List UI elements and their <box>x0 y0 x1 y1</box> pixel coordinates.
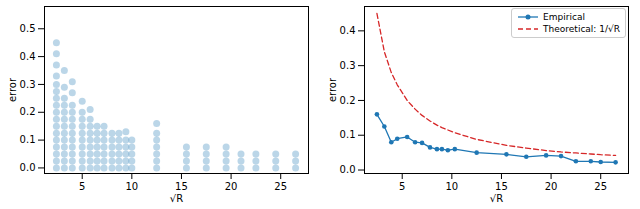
svg-text:10: 10 <box>445 181 458 192</box>
svg-text:√R: √R <box>170 193 183 204</box>
svg-text:25: 25 <box>594 181 607 192</box>
svg-text:0.4: 0.4 <box>20 51 36 62</box>
svg-text:10: 10 <box>125 181 138 192</box>
svg-text:0.3: 0.3 <box>340 60 356 71</box>
svg-text:0.0: 0.0 <box>340 164 356 175</box>
html-text:Empirical: Empirical <box>543 12 585 22</box>
svg-text:√R: √R <box>490 193 503 204</box>
svg-text:0.0: 0.0 <box>20 162 36 173</box>
svg-text:0.2: 0.2 <box>20 106 36 117</box>
svg-text:error: error <box>7 77 18 102</box>
svg-text:15: 15 <box>495 181 508 192</box>
svg-text:0.3: 0.3 <box>20 79 36 90</box>
svg-text:error: error <box>327 77 338 102</box>
svg-text:0.1: 0.1 <box>20 134 36 145</box>
svg-text:0.4: 0.4 <box>340 25 356 36</box>
svg-text:0.1: 0.1 <box>340 129 356 140</box>
svg-text:5: 5 <box>399 181 405 192</box>
html-text:Theoretical: 1/√R: Theoretical: 1/√R <box>543 24 620 34</box>
svg-text:5: 5 <box>79 181 85 192</box>
svg-text:25: 25 <box>274 181 287 192</box>
svg-text:15: 15 <box>175 181 188 192</box>
svg-text:20: 20 <box>225 181 238 192</box>
svg-text:0.5: 0.5 <box>20 23 36 34</box>
svg-text:20: 20 <box>545 181 558 192</box>
svg-text:0.2: 0.2 <box>340 95 356 106</box>
